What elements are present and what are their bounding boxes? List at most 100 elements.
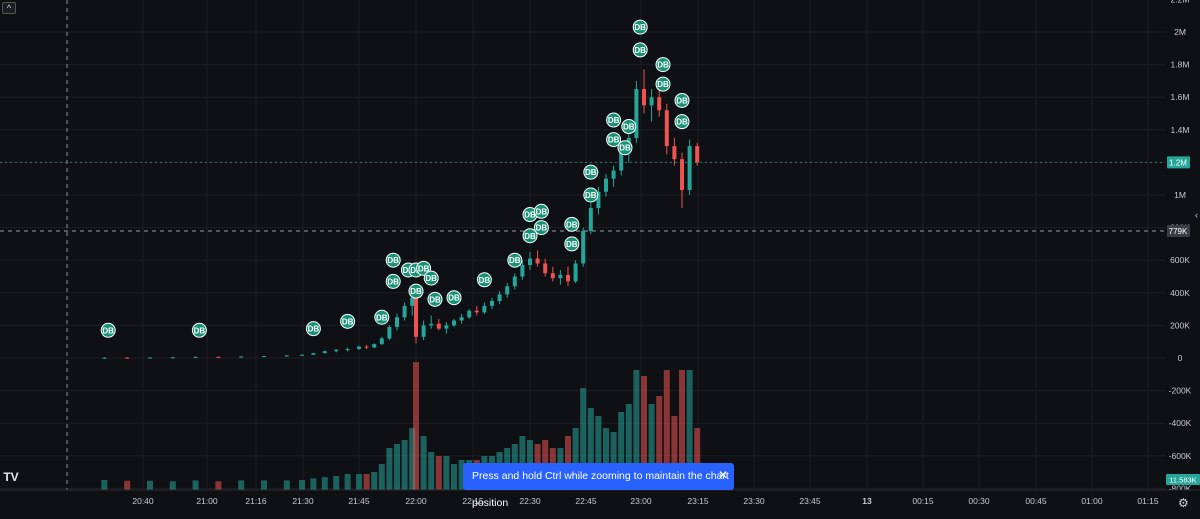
candle-body: [429, 323, 434, 326]
candle-body: [687, 146, 692, 191]
x-tick-label: 01:15: [1137, 496, 1159, 506]
y-tick-label: 200K: [1170, 320, 1190, 330]
y-tick-label: -200K: [1169, 386, 1192, 396]
candle-body: [452, 320, 456, 326]
db-marker: [533, 220, 549, 236]
candle-body: [497, 294, 502, 301]
volume-bar: [283, 480, 290, 490]
candle-body: [604, 178, 608, 192]
db-marker: [385, 273, 401, 289]
volume-bar: [310, 478, 317, 490]
x-tick-label: 21:30: [292, 496, 314, 506]
candle-body: [311, 353, 316, 355]
volume-bar: [420, 436, 427, 490]
candle-body: [474, 310, 479, 313]
db-marker: [507, 252, 523, 268]
x-tick-label: 00:30: [968, 496, 990, 506]
volume-bar: [409, 428, 416, 490]
volume-bar: [215, 481, 222, 490]
y-tick-label: -400K: [1169, 418, 1192, 428]
db-marker-label: DB: [524, 232, 536, 241]
candle-body: [490, 300, 494, 306]
candle-body: [379, 338, 384, 345]
volume-bar: [147, 480, 153, 490]
db-marker: [423, 270, 439, 286]
volume-bar: [238, 480, 245, 490]
candle-body: [512, 276, 517, 287]
y-tick-label: 400K: [1170, 288, 1190, 298]
db-marker: [191, 322, 207, 338]
db-marker-label: DB: [566, 220, 578, 229]
collapse-toolbar-button[interactable]: ^: [2, 2, 16, 14]
x-tick-label: 13: [862, 496, 872, 506]
y-tick-label: -800K: [1169, 483, 1192, 493]
volume-bar: [572, 428, 579, 490]
volume-bar: [603, 428, 609, 490]
db-marker-label: DB: [479, 276, 491, 285]
db-marker: [606, 132, 622, 148]
y-tick-label: 1.8M: [1171, 60, 1190, 70]
candle-body: [410, 297, 415, 306]
db-marker-label: DB: [308, 325, 320, 334]
x-tick-label: 01:00: [1081, 496, 1103, 506]
db-marker: [674, 114, 690, 130]
volume-bar: [321, 477, 328, 490]
candle-body: [125, 357, 130, 359]
volume-bar: [656, 396, 663, 490]
x-tick-label: 21:45: [348, 496, 370, 506]
y-tick-label: 1M: [1174, 190, 1186, 200]
candle-body: [505, 286, 510, 295]
volume-bar: [595, 416, 602, 490]
db-marker: [632, 19, 648, 35]
candle-body: [402, 305, 407, 318]
side-panel-handle-icon[interactable]: ‹: [1195, 210, 1198, 220]
volume-bar: [618, 412, 625, 490]
volume-bar: [451, 464, 457, 490]
volume-bar: [333, 476, 340, 490]
db-marker: [617, 140, 633, 156]
settings-gear-icon[interactable]: ⚙: [1178, 496, 1189, 510]
db-marker-label: DB: [585, 168, 597, 177]
crosshair-label: 779K: [1169, 227, 1188, 236]
candle-body: [672, 146, 677, 160]
x-axis-panel: [0, 490, 1200, 514]
volume-bar: [580, 388, 587, 490]
candle-body: [444, 325, 449, 329]
candle-body: [558, 274, 563, 279]
volume-bar: [671, 416, 678, 490]
db-marker-label: DB: [608, 136, 620, 145]
x-tick-label: 22:30: [519, 496, 541, 506]
db-marker-label: DB: [194, 326, 206, 335]
db-marker-label: DB: [566, 240, 578, 249]
toast-close-icon[interactable]: ✕: [717, 468, 728, 482]
volume-bar: [413, 362, 419, 490]
candle-body: [322, 351, 327, 354]
x-tick-label: 22:00: [405, 496, 427, 506]
y-tick-label: 1.4M: [1171, 125, 1190, 135]
candle-body: [436, 323, 441, 329]
db-marker: [476, 272, 492, 288]
y-tick-label: 2M: [1174, 27, 1186, 37]
last-price-badge: [1167, 156, 1190, 169]
volume-bar: [625, 404, 632, 490]
db-marker-label: DB: [657, 80, 669, 89]
db-marker: [374, 309, 390, 325]
db-marker-label: DB: [585, 191, 597, 200]
last-price-label: 1.2M: [1169, 158, 1187, 167]
y-tick-label: 600K: [1170, 255, 1190, 265]
volume-bar: [633, 370, 640, 490]
tradingview-logo-icon[interactable]: TV: [3, 470, 19, 484]
volume-bar: [587, 408, 594, 490]
volume-bar: [169, 481, 176, 490]
volume-bar: [641, 376, 647, 490]
x-tick-label: 23:30: [743, 496, 765, 506]
db-marker-label: DB: [608, 116, 620, 125]
candle-body: [634, 89, 639, 138]
candle-body: [680, 159, 684, 191]
candle-body: [262, 356, 266, 358]
volume-bar: [261, 480, 267, 490]
candle-body: [596, 191, 601, 209]
candle-body: [414, 297, 418, 337]
